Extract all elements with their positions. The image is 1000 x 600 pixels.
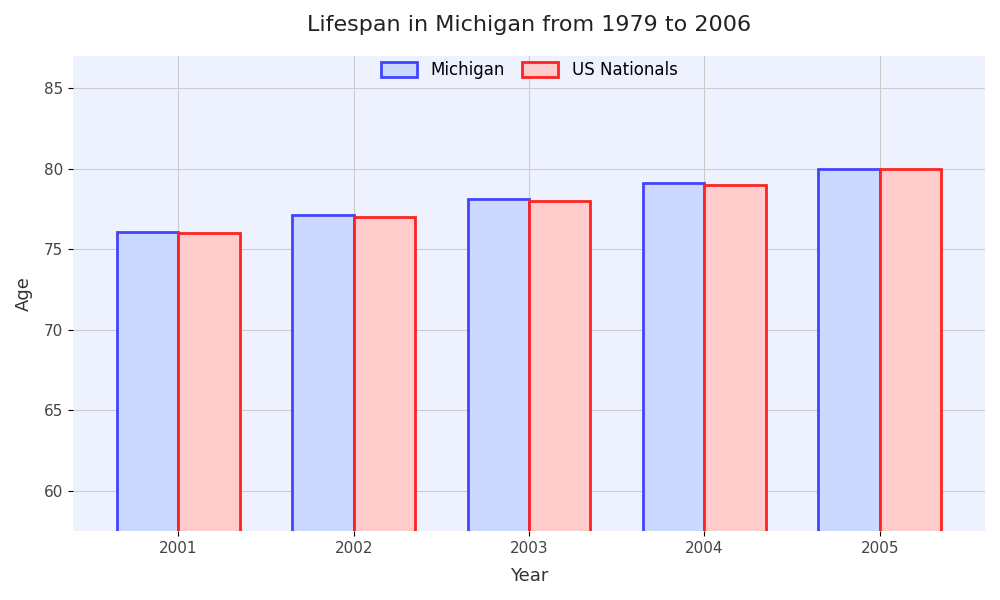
Bar bbox=[292, 215, 354, 600]
Title: Lifespan in Michigan from 1979 to 2006: Lifespan in Michigan from 1979 to 2006 bbox=[307, 15, 751, 35]
X-axis label: Year: Year bbox=[510, 567, 548, 585]
Bar bbox=[117, 232, 178, 600]
Bar bbox=[818, 169, 880, 600]
Y-axis label: Age: Age bbox=[15, 276, 33, 311]
Bar bbox=[178, 233, 240, 600]
Bar bbox=[643, 183, 704, 600]
Bar bbox=[529, 201, 590, 600]
Bar bbox=[468, 199, 529, 600]
Bar bbox=[880, 169, 941, 600]
Bar bbox=[354, 217, 415, 600]
Legend: Michigan, US Nationals: Michigan, US Nationals bbox=[374, 55, 684, 86]
Bar bbox=[704, 185, 766, 600]
